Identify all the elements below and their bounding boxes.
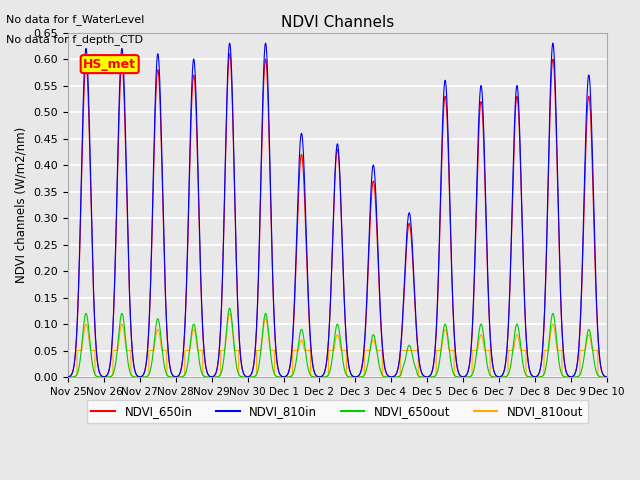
Text: No data for f_depth_CTD: No data for f_depth_CTD bbox=[6, 34, 143, 45]
Legend: NDVI_650in, NDVI_810in, NDVI_650out, NDVI_810out: NDVI_650in, NDVI_810in, NDVI_650out, NDV… bbox=[86, 400, 588, 423]
Y-axis label: NDVI channels (W/m2/nm): NDVI channels (W/m2/nm) bbox=[15, 127, 28, 283]
Text: No data for f_WaterLevel: No data for f_WaterLevel bbox=[6, 14, 145, 25]
Text: HS_met: HS_met bbox=[83, 58, 136, 71]
Title: NDVI Channels: NDVI Channels bbox=[281, 15, 394, 30]
